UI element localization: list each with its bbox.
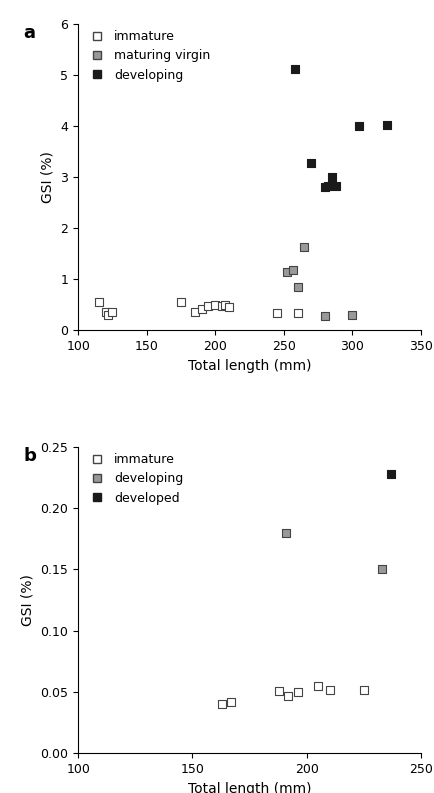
X-axis label: Total length (mm): Total length (mm) — [188, 782, 311, 793]
Point — [324, 180, 331, 193]
Legend: immature, developing, developed: immature, developing, developed — [82, 450, 186, 507]
Text: b: b — [23, 446, 36, 465]
X-axis label: Total length (mm): Total length (mm) — [188, 358, 311, 373]
Point — [322, 310, 329, 323]
Point — [308, 157, 315, 170]
Point — [388, 467, 395, 480]
Point — [221, 298, 228, 311]
Point — [102, 306, 109, 319]
Y-axis label: GSI (%): GSI (%) — [21, 574, 35, 626]
Point — [276, 684, 283, 697]
Legend: immature, maturing virgin, developing: immature, maturing virgin, developing — [82, 28, 213, 84]
Text: a: a — [23, 24, 35, 42]
Point — [95, 296, 102, 308]
Point — [332, 180, 339, 193]
Point — [329, 170, 335, 183]
Point — [285, 689, 292, 702]
Point — [383, 119, 390, 132]
Point — [273, 307, 280, 320]
Point — [360, 684, 367, 696]
Point — [326, 684, 333, 696]
Point — [178, 296, 184, 308]
Point — [228, 695, 235, 708]
Point — [322, 181, 329, 193]
Point — [290, 264, 297, 277]
Point — [349, 308, 356, 321]
Point — [294, 686, 301, 699]
Point — [301, 241, 308, 254]
Point — [105, 308, 112, 321]
Point — [212, 298, 219, 311]
Point — [226, 301, 233, 314]
Point — [219, 300, 226, 312]
Point — [315, 680, 322, 692]
Point — [219, 698, 226, 711]
Point — [109, 306, 116, 319]
Y-axis label: GSI (%): GSI (%) — [41, 151, 55, 203]
Point — [198, 302, 205, 315]
Point — [294, 281, 301, 293]
Point — [291, 63, 298, 75]
Point — [205, 300, 212, 312]
Point — [294, 307, 301, 320]
Point — [283, 527, 289, 539]
Point — [356, 120, 363, 132]
Point — [191, 306, 198, 319]
Point — [283, 265, 290, 278]
Point — [378, 563, 385, 576]
